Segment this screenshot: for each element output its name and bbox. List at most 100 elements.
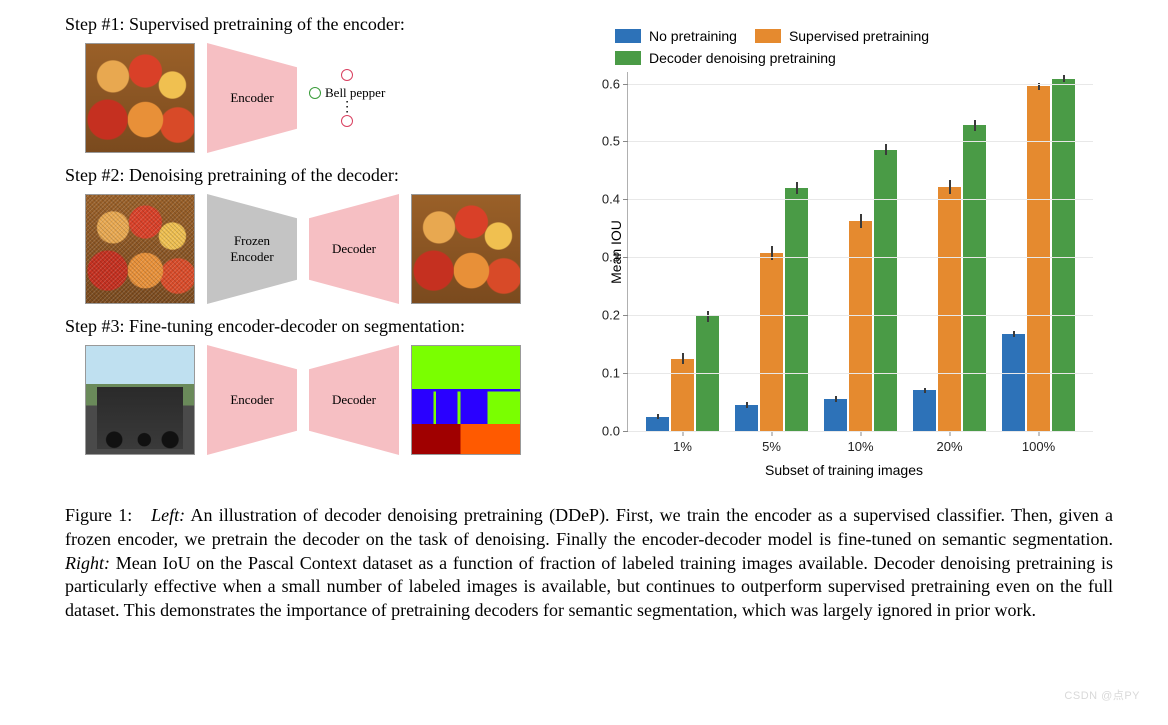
ytick-label: 0.1 (602, 366, 620, 381)
decoder-label: Decoder (332, 392, 376, 408)
gridline (628, 315, 1093, 316)
bar-group: 20% (905, 72, 994, 431)
bar (646, 417, 669, 431)
class-dot (341, 69, 353, 81)
caption-left-text: An illustration of decoder denoising pre… (65, 505, 1113, 549)
error-bar (860, 214, 862, 228)
error-bar (949, 180, 951, 194)
ytick-label: 0.6 (602, 76, 620, 91)
ytick-label: 0.2 (602, 308, 620, 323)
peppers-noisy-image (85, 194, 195, 304)
caption-right-em: Right: (65, 553, 110, 573)
bar (671, 359, 694, 431)
ytick-mark (623, 431, 628, 432)
decoder-label: Decoder (332, 241, 376, 257)
step2-title: Step #2: Denoising pretraining of the de… (65, 165, 555, 186)
caption-right-text: Mean IoU on the Pascal Context dataset a… (65, 553, 1113, 621)
error-bar (885, 144, 887, 156)
bar (1052, 79, 1075, 431)
legend-label: Decoder denoising pretraining (649, 50, 836, 66)
ytick-mark (623, 84, 628, 85)
legend-item: Supervised pretraining (755, 28, 929, 44)
class-dot-selected (309, 87, 321, 99)
bar (735, 405, 758, 431)
step1-title: Step #1: Supervised pretraining of the e… (65, 14, 555, 35)
peppers-image (85, 43, 195, 153)
gridline (628, 84, 1093, 85)
chart-column: No pretraining Supervised pretraining Deco… (575, 10, 1113, 490)
gridline (628, 199, 1093, 200)
ytick-mark (623, 373, 628, 374)
encoder-block: Encoder (207, 345, 297, 455)
frozen-encoder-block: Frozen Encoder (207, 194, 297, 304)
bar (824, 399, 847, 431)
bar (785, 188, 808, 431)
error-bar (796, 182, 798, 194)
bar (913, 390, 936, 431)
diagram-column: Step #1: Supervised pretraining of the e… (65, 10, 555, 490)
bar-group: 5% (727, 72, 816, 431)
bar-group: 100% (994, 72, 1083, 431)
bar (874, 150, 897, 431)
bar (1027, 86, 1050, 431)
xtick-label: 20% (936, 439, 962, 454)
legend-item: No pretraining (615, 28, 737, 44)
error-bar (657, 414, 659, 420)
bar (849, 221, 872, 431)
legend-item: Decoder denoising pretraining (615, 50, 836, 66)
step1-body: Encoder Bell pepper ⋮ (85, 43, 555, 153)
step2-body: Frozen Encoder Decoder (85, 194, 555, 304)
bikes-image (85, 345, 195, 455)
bar-groups: 1%5%10%20%100% (628, 72, 1093, 431)
decoder-block: Decoder (309, 345, 399, 455)
error-bar (835, 396, 837, 402)
ytick-label: 0.0 (602, 424, 620, 439)
bar (963, 125, 986, 431)
ytick-label: 0.4 (602, 192, 620, 207)
ytick-label: 0.5 (602, 134, 620, 149)
chart-legend: No pretraining Supervised pretraining Deco… (615, 28, 1113, 66)
x-axis-label: Subset of training images (575, 462, 1113, 478)
error-bar (1063, 75, 1065, 82)
caption-left-em: Left: (151, 505, 185, 525)
bar (760, 253, 783, 431)
watermark: CSDN @点PY (1064, 687, 1140, 703)
ellipsis-icon: ⋮ (340, 105, 354, 111)
segmentation-image (411, 345, 521, 455)
classifier-output-dots: Bell pepper ⋮ (309, 69, 385, 127)
peppers-denoised-image (411, 194, 521, 304)
ytick-mark (623, 315, 628, 316)
error-bar (707, 311, 709, 323)
error-bar (682, 353, 684, 365)
legend-label: Supervised pretraining (789, 28, 929, 44)
chart-area: Mean IOU 1%5%10%20%100% 0.00.10.20.30.40… (627, 72, 1093, 432)
xtick-label: 100% (1022, 439, 1055, 454)
legend-swatch (755, 29, 781, 43)
xtick-label: 5% (762, 439, 781, 454)
ytick-label: 0.3 (602, 250, 620, 265)
gridline (628, 373, 1093, 374)
encoder-block: Encoder (207, 43, 297, 153)
step3-title: Step #3: Fine-tuning encoder-decoder on … (65, 316, 555, 337)
ytick-mark (623, 199, 628, 200)
gridline (628, 431, 1093, 432)
legend-swatch (615, 51, 641, 65)
gridline (628, 257, 1093, 258)
xtick-label: 10% (847, 439, 873, 454)
encoder-label: Encoder (230, 392, 273, 408)
error-bar (924, 388, 926, 394)
legend-label: No pretraining (649, 28, 737, 44)
xtick-label: 1% (673, 439, 692, 454)
bar-group: 10% (816, 72, 905, 431)
legend-swatch (615, 29, 641, 43)
decoder-block: Decoder (309, 194, 399, 304)
error-bar (746, 402, 748, 408)
bar (1002, 334, 1025, 431)
encoder-label: Encoder (230, 90, 273, 106)
bar-group: 1% (638, 72, 727, 431)
ytick-mark (623, 141, 628, 142)
figure-caption: Figure 1: Left: An illustration of decod… (65, 504, 1113, 623)
frozen-encoder-label: Frozen Encoder (230, 233, 273, 265)
bar (938, 187, 961, 431)
gridline (628, 141, 1093, 142)
